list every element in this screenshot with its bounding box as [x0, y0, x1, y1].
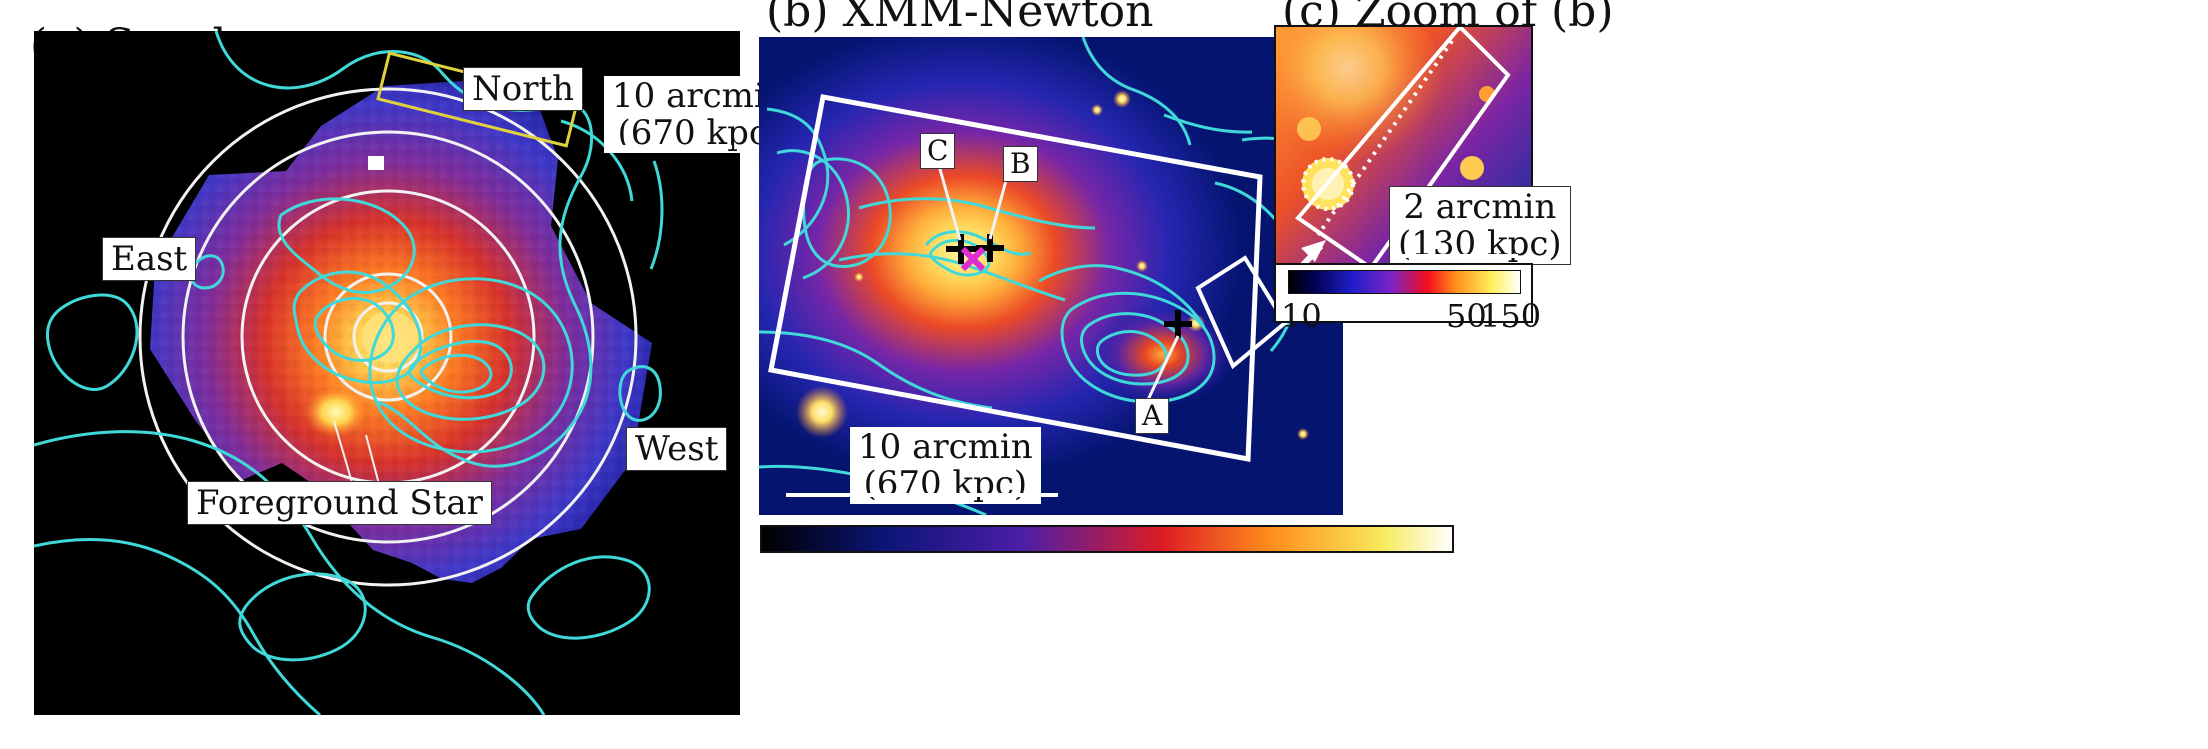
panel-b-scale-line2: (670 kpc) [863, 463, 1028, 504]
marker-b-leader [988, 176, 1009, 240]
bottom-colorbar-strip [760, 525, 1454, 553]
marker-c-leader [936, 161, 962, 241]
panel-b-scale-line1: 10 arcmin [858, 427, 1033, 467]
panel-b-canvas [759, 37, 1343, 515]
east-label: East [102, 237, 197, 281]
zoom-box-dotted-line [1316, 39, 1454, 237]
suzaku-contours [34, 31, 664, 715]
north-label: North [463, 67, 584, 111]
xmm-contours [759, 37, 1330, 515]
marker-a-label: A [1135, 398, 1170, 434]
panel-b-xmm-newton [759, 37, 1343, 515]
panel-b-scale-bar [786, 493, 1058, 497]
panel-c-colorbar-tick-10: 10 [1281, 297, 1322, 335]
panel-c-colorbar-tick-150: 150 [1480, 297, 1542, 335]
panel-c-scale-bar [1401, 254, 1518, 258]
zoom-source-circle [1301, 157, 1355, 211]
foreground-star-label: Foreground Star [187, 481, 492, 525]
panel-c-colorbar-tick-50: 50 [1446, 297, 1487, 335]
xmm-point-markers [946, 234, 1192, 338]
small-marker [368, 156, 384, 170]
xmm-field-box [768, 94, 1263, 462]
panel-a-canvas [34, 31, 740, 715]
marker-a-leader [1145, 335, 1180, 403]
xmm-zoom-box [1195, 255, 1288, 370]
x-mark-icon [960, 246, 986, 272]
marker-b-label: B [1003, 146, 1038, 182]
foreground-star-source [304, 386, 368, 438]
marker-c-label: C [920, 133, 956, 169]
panel-c-scale-line1: 2 arcmin [1403, 187, 1557, 227]
panel-b-title: (b) XMM-Newton [760, 0, 1160, 34]
panel-a-scale-line2: (670 kpc) [617, 112, 782, 153]
west-label: West [626, 427, 728, 471]
zoom-box-outline [1295, 27, 1511, 271]
panel-c-colorbar [1288, 270, 1521, 294]
panel-a-scale-line1: 10 arcmin [612, 76, 787, 116]
panel-a-scale-bar [618, 145, 732, 149]
suzaku-core [362, 311, 418, 363]
suzaku-annuli [138, 87, 638, 587]
panel-a-suzaku [34, 31, 740, 715]
